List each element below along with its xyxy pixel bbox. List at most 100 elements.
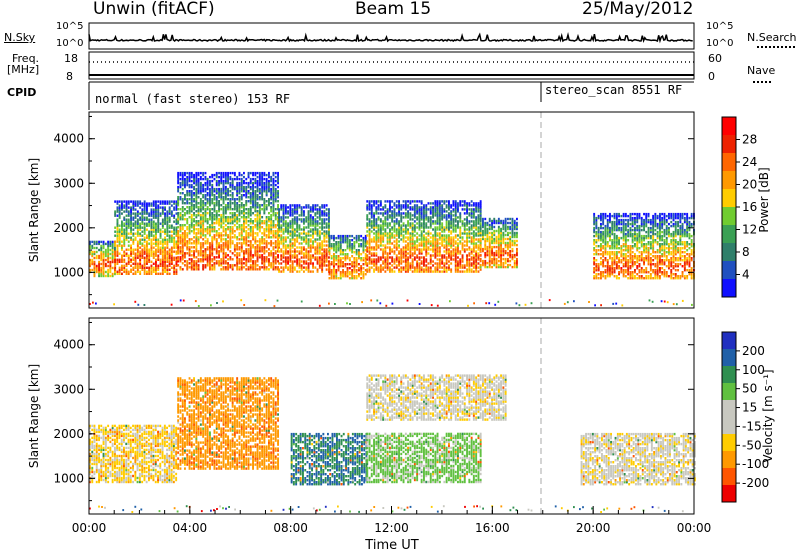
echo-cell-5 [448,256,450,259]
echo-cell-3 [280,204,283,207]
echo-cell-1 [136,244,139,247]
echo-cell-6 [484,225,487,229]
echo-cell-1 [159,206,162,209]
echo-cell-0 [100,256,103,260]
echo-cell-3 [293,220,296,223]
echo-cell-2 [206,256,209,259]
echo-cell-5 [459,264,462,267]
echo-cell-2 [213,204,216,207]
echo-cell-2 [256,179,259,183]
echo-cell-5 [416,264,419,267]
echo-cell-1 [164,270,166,273]
echo-cell-5 [475,206,478,209]
echo-cell-5 [407,256,409,259]
echo-cell-2 [236,198,239,201]
echo-cell-5 [475,208,478,211]
echo-cell-2 [195,222,198,225]
echo-cell-2 [211,208,214,211]
echo-cell-2 [227,206,229,209]
echo-cell-1 [168,240,171,243]
echo-cell-5 [398,264,400,267]
echo-cell-3 [323,232,326,235]
echo-cell-2 [229,242,232,245]
echo-cell-2 [231,218,234,221]
echo-cell-3 [325,208,328,211]
echo-cell-2 [231,252,234,255]
echo-cell-1 [139,240,142,243]
echo-cell-3 [298,250,301,253]
echo-cell-5 [429,222,432,225]
echo-cell-1 [139,228,142,231]
echo-cell-6 [491,219,493,223]
echo-cell-2 [190,230,193,233]
echo-cell-2 [268,216,270,219]
echo-cell-2 [270,252,273,255]
echo-cell-5 [420,266,423,269]
echo-cell-2 [213,210,216,213]
echo-cell-4 [330,245,333,248]
echo-cell-2 [199,214,202,217]
echo-cell-2 [254,204,257,207]
echo-cell-6 [479,233,482,237]
echo-cell-2 [238,185,241,189]
echo-cell-5 [393,270,396,273]
echo-cell-2 [184,198,186,201]
echo-cell-2 [181,202,184,205]
echo-cell-1 [161,200,164,203]
echo-cell-2 [218,194,220,197]
echo-cell-2 [218,214,220,217]
echo-cell-1 [164,236,166,239]
echo-cell-3 [305,250,308,253]
echo-cell-5 [429,240,432,243]
echo-cell-1 [157,230,160,233]
echo-cell-6 [493,217,496,221]
echo-cell-3 [325,264,328,267]
echo-cell-2 [213,198,216,201]
echo-cell-5 [382,244,385,247]
echo-cell-5 [454,214,457,217]
echo-cell-5 [368,212,371,215]
echo-cell-5 [436,246,439,249]
echo-cell-1 [114,240,117,243]
echo-cell-2 [222,206,225,209]
echo-cell-2 [184,181,186,185]
echo-cell-6 [513,239,516,243]
echo-cell-2 [206,240,209,243]
echo-cell-1 [157,224,160,227]
echo-cell-2 [252,185,254,189]
echo-cell-1 [152,252,155,255]
echo-cell-1 [168,264,171,267]
echo-cell-3 [298,258,301,261]
echo-cell-2 [206,192,209,195]
echo-cell-5 [477,214,480,217]
echo-cell-5 [445,260,448,263]
echo-cell-1 [143,230,146,233]
echo-cell-1 [166,222,169,225]
echo-cell-6 [507,241,509,245]
echo-cell-5 [457,266,459,269]
echo-cell-3 [282,210,285,213]
echo-cell-6 [482,261,484,265]
echo-cell-1 [143,272,146,275]
echo-cell-5 [470,214,473,217]
echo-cell-1 [132,266,135,269]
echo-cell-1 [175,200,178,203]
echo-cell-2 [209,260,211,263]
echo-cell-2 [179,258,182,261]
echo-cell-1 [168,236,171,239]
echo-cell-4 [360,234,363,238]
echo-cell-2 [186,260,189,263]
echo-cell-3 [296,206,299,209]
echo-cell-5 [375,220,378,223]
echo-cell-3 [309,248,312,251]
echo-cell-2 [181,214,184,217]
echo-cell-2 [252,254,254,257]
echo-cell-2 [220,175,223,179]
echo-cell-5 [418,228,421,231]
echo-cell-3 [287,252,289,255]
echo-cell-3 [289,224,292,227]
echo-cell-1 [125,228,128,231]
echo-cell-3 [314,252,317,255]
echo-cell-2 [211,222,214,225]
echo-cell-1 [161,210,164,213]
